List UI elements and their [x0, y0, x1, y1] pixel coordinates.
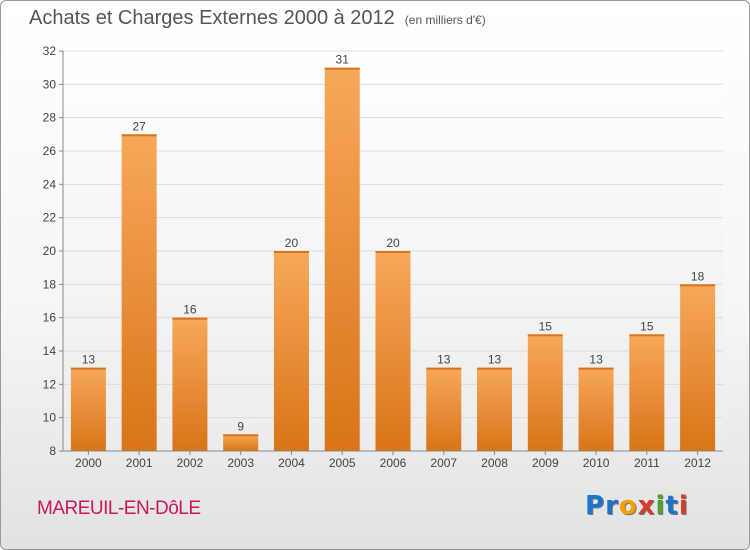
bar [324, 67, 360, 452]
bar-value-label: 15 [640, 319, 654, 333]
x-tick-label: 2005 [329, 456, 356, 470]
brand-letter: i [678, 491, 689, 521]
axes: 8 10 12 14 16 18 20 22 24 26 28 30 32 2000 2001 2002 200… [43, 44, 723, 470]
bar-value-label: 13 [488, 353, 502, 367]
y-tick-label: 24 [43, 177, 57, 191]
bar-cap [70, 367, 106, 370]
brand-letter: P [585, 491, 606, 521]
bar-value-label: 27 [132, 119, 146, 133]
bar-value-label: 20 [386, 236, 400, 250]
y-tick-label: 30 [43, 77, 57, 91]
x-tick-label: 2007 [430, 456, 457, 470]
x-tick-label: 2009 [532, 456, 559, 470]
x-tick-label: 2003 [227, 456, 254, 470]
unit-note: (en milliers d'€) [404, 13, 486, 27]
bar [680, 284, 716, 451]
bar-cap [527, 334, 563, 337]
chart-title-block: Achats et Charges Externes 2000 à 2012 (e… [29, 7, 486, 30]
y-tick-label: 22 [43, 211, 57, 225]
y-tick-label: 20 [43, 244, 57, 258]
brand-letter: x [637, 491, 656, 521]
x-tick-label: 2010 [583, 456, 610, 470]
brand-letter: o [618, 491, 638, 521]
commune-name: MAREUIL-EN-DôLE [37, 498, 201, 519]
bar [527, 334, 563, 451]
brand-letter: r [605, 491, 619, 521]
bar-cap [121, 134, 157, 137]
bar [121, 134, 157, 452]
bar-value-label: 16 [183, 303, 197, 317]
y-tick-label: 32 [43, 44, 57, 58]
bar [223, 434, 259, 451]
y-tick-label: 26 [43, 144, 57, 158]
x-tick-label: 2012 [684, 456, 711, 470]
bar-cap [578, 367, 614, 370]
y-tick-label: 10 [43, 411, 57, 425]
y-tick-label: 8 [49, 444, 56, 458]
y-tick-label: 14 [43, 344, 57, 358]
bar [375, 251, 411, 451]
bar-cap [223, 434, 259, 437]
y-tick-label: 28 [43, 111, 57, 125]
x-tick-label: 2008 [481, 456, 508, 470]
x-tick-label: 2006 [380, 456, 407, 470]
bar-cap [629, 334, 665, 337]
bar [172, 317, 208, 451]
bar-value-label: 15 [539, 319, 553, 333]
bar [578, 367, 614, 451]
bar-cap [324, 67, 360, 70]
bar-cap [426, 367, 462, 370]
x-tick-label: 2001 [126, 456, 153, 470]
bar-value-label: 13 [437, 353, 451, 367]
bar-value-label: 13 [82, 353, 96, 367]
bars: 13 27 16 9 20 31 20 13 13 15 13 15 18 [70, 53, 716, 452]
y-tick-label: 18 [43, 277, 57, 291]
x-tick-label: 2004 [278, 456, 305, 470]
bar-value-label: 13 [589, 353, 603, 367]
chart-title: Achats et Charges Externes 2000 à 2012 [29, 7, 395, 29]
brand-logo: Proxiti [585, 491, 689, 521]
bar [70, 367, 106, 451]
bar [629, 334, 665, 451]
bar-value-label: 9 [237, 419, 244, 433]
bar-cap [680, 284, 716, 287]
bar [477, 367, 513, 451]
bar-cap [273, 251, 309, 253]
x-tick-label: 2002 [177, 456, 204, 470]
y-tick-label: 12 [43, 377, 57, 391]
bar-value-label: 20 [285, 236, 299, 250]
bar [273, 251, 309, 451]
bar-cap [477, 367, 513, 370]
bar-value-label: 31 [336, 53, 350, 67]
bar-value-label: 18 [691, 269, 705, 283]
bar-cap [172, 317, 208, 320]
brand-letter: t [665, 491, 679, 521]
bar-cap [375, 251, 411, 253]
x-tick-label: 2000 [75, 456, 102, 470]
bar [426, 367, 462, 451]
brand-letter: i [655, 491, 666, 521]
y-tick-label: 16 [43, 311, 57, 325]
x-tick-label: 2011 [634, 456, 660, 470]
